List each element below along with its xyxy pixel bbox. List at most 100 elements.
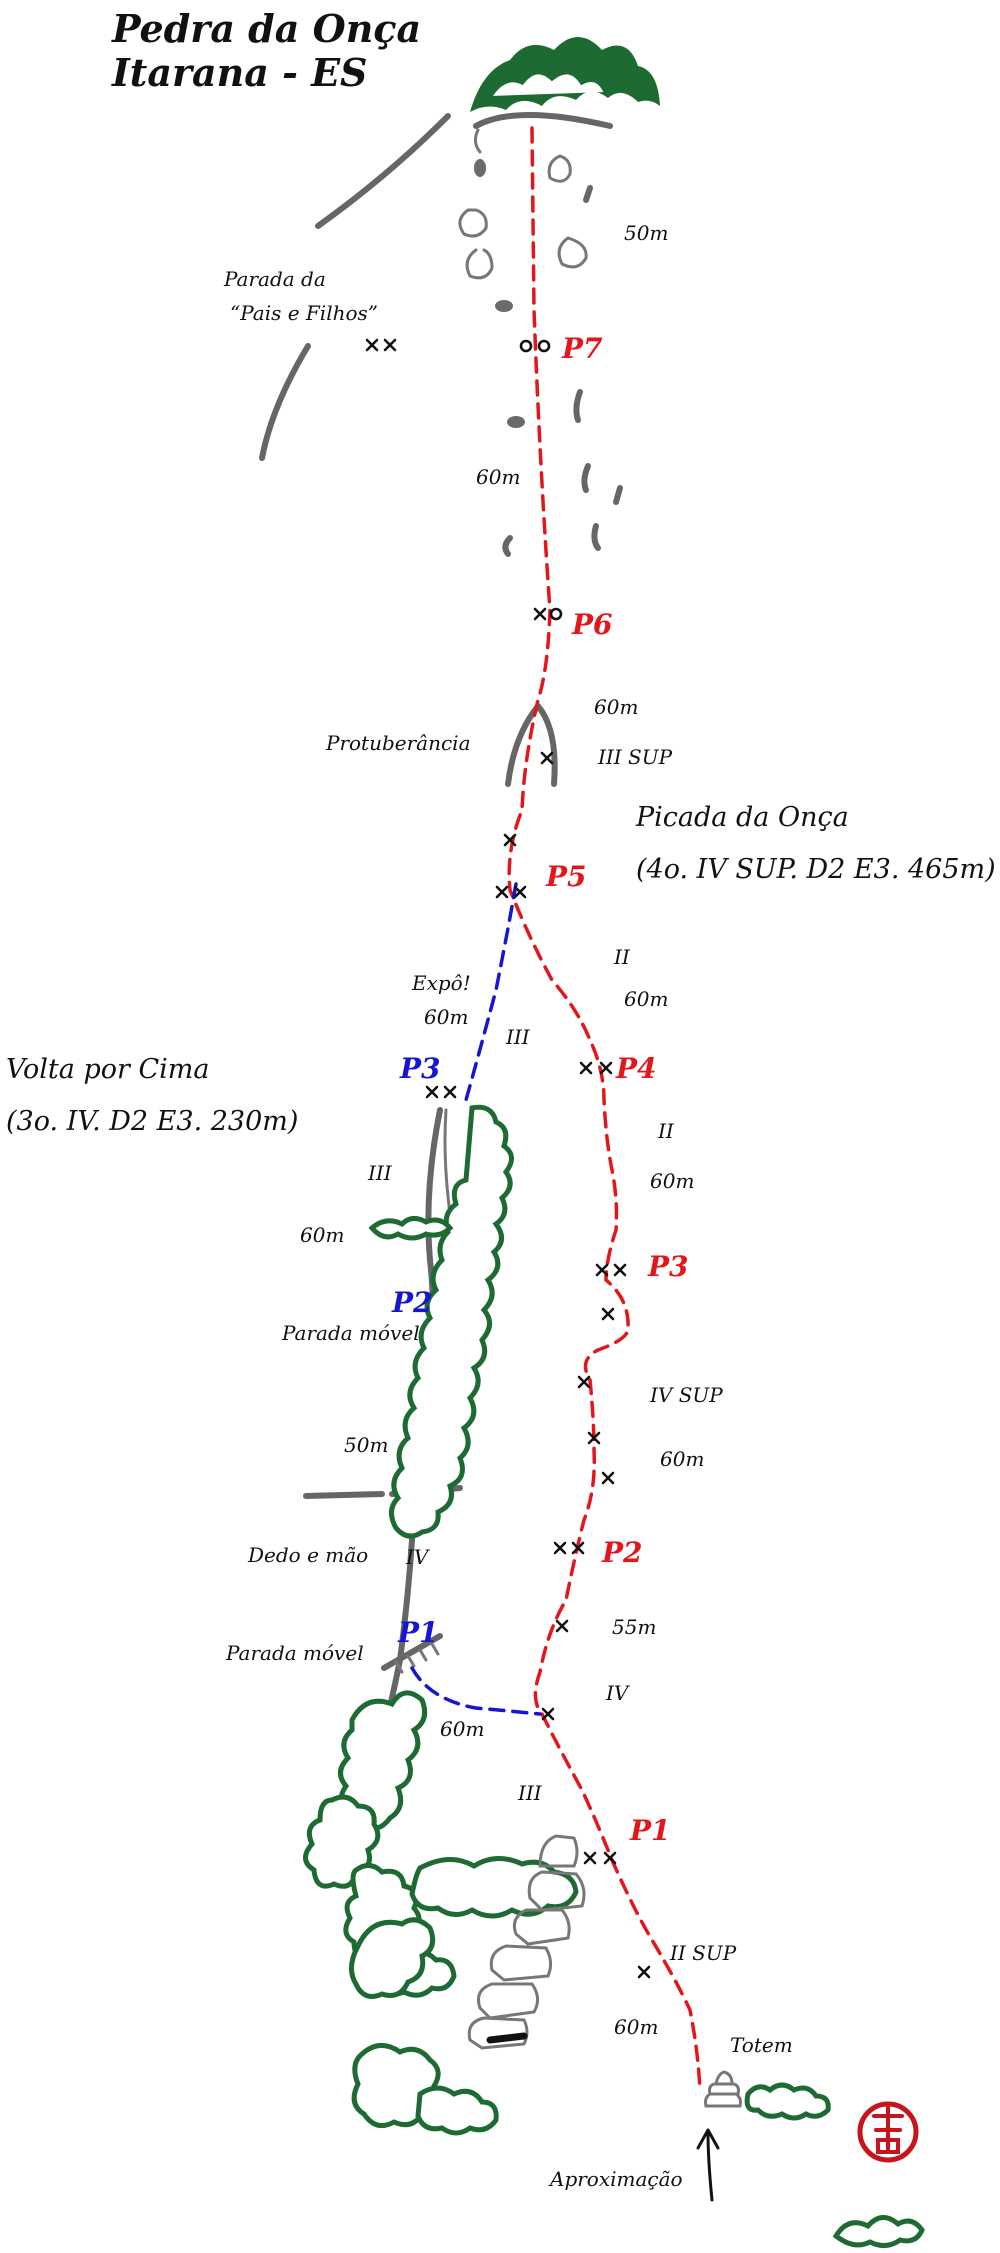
bush-icon xyxy=(832,2215,925,2248)
pocket-icon xyxy=(465,248,494,280)
volta-belay-p1-label: P1 xyxy=(397,1616,439,1649)
bolt-marker xyxy=(541,1707,555,1721)
pitch-length: 60m xyxy=(614,2015,658,2039)
bolt-marker xyxy=(383,338,397,352)
bolt-marker xyxy=(540,751,554,765)
ramp-icon xyxy=(381,1633,443,1671)
bolt-marker xyxy=(579,1061,593,1075)
bush-icon xyxy=(349,1917,436,1999)
flake-icon xyxy=(502,535,513,557)
bush-icon xyxy=(415,2085,499,2136)
volta-route-details: (3o. IV. D2 E3. 230m) xyxy=(6,1106,298,1137)
volta-belay-p3-label: P3 xyxy=(399,1052,441,1085)
route-volta xyxy=(410,882,542,1716)
volta-belay-p2-label: P2 xyxy=(391,1286,433,1319)
belay-p4-label: P4 xyxy=(615,1052,657,1085)
volta-route-traverse-line xyxy=(410,1666,542,1716)
bolt-marker xyxy=(503,833,517,847)
volta-route-upper-line xyxy=(464,882,518,1102)
bolt-marker xyxy=(577,1375,591,1389)
flake-icon xyxy=(473,128,482,154)
route-names: Picada da Onça (4o. IV SUP. D2 E3. 465m)… xyxy=(6,802,996,1137)
picada-route-line xyxy=(507,126,702,2092)
approach-label: Aproximação xyxy=(548,2167,683,2191)
flake-icon xyxy=(613,485,623,505)
pais-filhos-label-1: Parada da xyxy=(223,267,326,291)
bolt-marker xyxy=(583,1851,597,1865)
bolt-marker xyxy=(571,1541,585,1555)
bolt-marker xyxy=(599,1061,613,1075)
bolt-marker xyxy=(555,1619,569,1633)
summit-bush-outline-icon xyxy=(487,69,609,98)
belay-ring-marker xyxy=(537,339,551,353)
left-arch-upper-icon xyxy=(315,113,451,229)
approach-arrow-icon xyxy=(696,2128,720,2202)
bush-icon xyxy=(338,1690,428,1831)
bolt-markers xyxy=(365,338,651,1979)
volta-pitch-length: 50m xyxy=(344,1433,388,1457)
route-picada xyxy=(507,126,702,2092)
vine-icon xyxy=(389,1104,514,1539)
bolt-marker xyxy=(425,1085,439,1099)
expo-label: Expô! xyxy=(411,971,471,995)
pitch-length: 60m xyxy=(594,695,638,719)
belay-p6-label: P6 xyxy=(571,608,613,641)
pitch-labels: 50m 60m 60m III SUP II 60m II 60m IV SUP… xyxy=(300,221,737,2039)
pitch-grade: II SUP xyxy=(669,1941,737,1965)
pitch-grade: IV xyxy=(605,1681,631,1705)
bush-icon xyxy=(368,1216,454,1241)
totem-icon xyxy=(704,2070,742,2108)
belay-p7-label: P7 xyxy=(561,332,603,365)
hold-icon xyxy=(495,300,513,312)
bolt-marker xyxy=(533,607,547,621)
bolt-marker xyxy=(587,1431,601,1445)
bolt-marker xyxy=(595,1263,609,1277)
hold-icon xyxy=(474,159,486,177)
bolt-marker xyxy=(443,1085,457,1099)
bush-icon xyxy=(303,1794,381,1889)
parada-movel-lower-label: Parada móvel xyxy=(225,1641,364,1665)
pitch-length: 50m xyxy=(624,221,668,245)
boulder-icon xyxy=(538,1834,579,1868)
volta-pitch-grade: III xyxy=(367,1161,393,1185)
picada-route-details: (4o. IV SUP. D2 E3. 465m) xyxy=(636,854,996,885)
belay-p3-label: P3 xyxy=(647,1250,689,1283)
boulder-icon xyxy=(467,2016,529,2050)
upper-rock-features xyxy=(259,113,623,787)
summit-vegetation xyxy=(470,37,660,129)
boulder-base-icon xyxy=(486,2032,528,2044)
belay-p1-label: P1 xyxy=(629,1814,671,1847)
bolt-marker xyxy=(601,1471,615,1485)
totem-label: Totem xyxy=(730,2033,793,2057)
boulder-icon xyxy=(512,1908,571,1946)
bush-icon xyxy=(744,2082,831,2121)
boulders xyxy=(467,1834,586,2050)
pitch-length: 60m xyxy=(650,1169,694,1193)
summit-rim-icon xyxy=(473,112,613,129)
bolt-marker xyxy=(495,885,509,899)
title-line1: Pedra da Onça xyxy=(111,6,421,51)
hold-icon xyxy=(507,416,525,428)
title-block: Pedra da Onça Itarana - ES xyxy=(111,6,421,95)
flake-icon xyxy=(573,389,583,423)
boulder-icon xyxy=(527,1870,586,1912)
pocket-icon xyxy=(557,236,588,269)
pitch-grade: III xyxy=(517,1781,543,1805)
bolt-marker xyxy=(513,885,527,899)
pitch-grade: II xyxy=(613,945,631,969)
artist-seal-icon xyxy=(857,2101,919,2163)
bolt-marker xyxy=(603,1851,617,1865)
flake-icon xyxy=(581,463,591,493)
parada-movel-upper-label: Parada móvel xyxy=(281,1321,420,1345)
pocket-icon xyxy=(458,208,488,238)
picada-route-name: Picada da Onça xyxy=(635,802,849,833)
boulder-icon xyxy=(477,1982,539,2020)
left-arch-lower-icon xyxy=(259,343,311,461)
boulder-icon xyxy=(489,1944,553,1982)
volta-pitch-length: 60m xyxy=(424,1005,468,1029)
flake-icon xyxy=(591,523,601,551)
belay-ring-marker xyxy=(519,339,533,353)
belay-p2-label: P2 xyxy=(601,1536,643,1569)
volta-belay-labels: P3 P2 P1 xyxy=(391,1052,441,1649)
